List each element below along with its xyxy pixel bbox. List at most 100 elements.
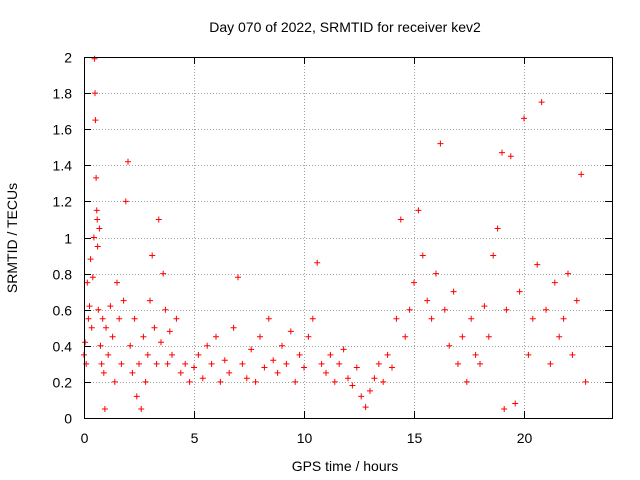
data-point — [208, 360, 215, 367]
y-tick-label: 1.8 — [53, 86, 73, 102]
data-point — [122, 198, 129, 205]
data-point — [90, 234, 97, 241]
data-point — [138, 405, 145, 412]
data-point — [226, 369, 233, 376]
x-tick-label: 0 — [81, 430, 89, 446]
data-point — [367, 387, 373, 394]
data-point — [131, 315, 138, 322]
y-tick-label: 0 — [64, 411, 72, 427]
data-point — [419, 252, 426, 259]
data-point — [349, 382, 356, 389]
data-point — [468, 315, 475, 322]
data-point — [99, 315, 106, 322]
data-point — [551, 279, 558, 286]
data-point — [114, 279, 120, 286]
data-points — [81, 55, 589, 412]
data-point — [133, 393, 140, 400]
x-tick-label: 20 — [517, 430, 533, 446]
data-point — [402, 333, 409, 340]
data-point — [543, 306, 549, 313]
data-point — [199, 375, 206, 382]
data-point — [158, 339, 164, 346]
data-point — [499, 149, 505, 156]
data-point — [279, 342, 285, 349]
data-point — [243, 375, 250, 382]
data-point — [582, 378, 589, 385]
data-point — [296, 351, 303, 358]
data-point — [459, 333, 466, 340]
data-point — [534, 261, 541, 268]
data-point — [103, 324, 109, 331]
data-point — [358, 393, 365, 400]
data-point — [397, 216, 404, 223]
data-point — [340, 346, 347, 353]
data-point — [93, 207, 100, 214]
data-point — [345, 375, 351, 382]
data-point — [406, 306, 413, 313]
data-point — [375, 360, 382, 367]
y-tick-label: 0.8 — [53, 267, 73, 283]
data-point — [512, 400, 519, 407]
data-point — [393, 315, 400, 322]
data-point — [529, 315, 536, 322]
data-point — [507, 153, 514, 160]
data-point — [85, 315, 92, 322]
data-point — [155, 216, 162, 223]
data-point — [151, 324, 158, 331]
data-point — [556, 333, 563, 340]
data-point — [144, 351, 151, 358]
data-point — [213, 333, 219, 340]
data-point — [98, 360, 105, 367]
data-point — [477, 360, 483, 367]
data-point — [136, 360, 142, 367]
data-point — [101, 405, 108, 412]
data-point — [455, 360, 461, 367]
data-point — [120, 297, 127, 304]
data-point — [538, 99, 545, 106]
data-point — [305, 333, 312, 340]
data-point — [270, 357, 277, 364]
data-point — [87, 256, 94, 263]
data-point — [428, 315, 435, 322]
data-point — [525, 351, 532, 358]
data-point — [96, 225, 103, 232]
data-point — [92, 117, 99, 124]
y-tick-label: 0.6 — [53, 303, 73, 319]
y-tick-label: 0.2 — [53, 375, 73, 391]
data-point — [336, 360, 343, 367]
data-point — [91, 55, 98, 62]
gridlines — [84, 57, 612, 418]
data-point — [287, 328, 294, 335]
data-point — [411, 279, 417, 286]
data-point — [100, 369, 107, 376]
data-point — [261, 364, 268, 371]
data-point — [105, 351, 112, 358]
x-tick-label: 5 — [191, 430, 199, 446]
data-point — [182, 360, 189, 367]
data-point — [560, 315, 567, 322]
data-point — [371, 375, 378, 382]
data-point — [283, 360, 290, 367]
data-point — [380, 378, 387, 385]
data-point — [111, 378, 118, 385]
data-point — [503, 306, 510, 313]
data-point — [204, 342, 211, 349]
data-point — [221, 357, 228, 364]
data-point — [97, 342, 104, 349]
data-point — [89, 274, 96, 281]
data-point — [195, 351, 202, 358]
y-tick-label: 0.4 — [53, 339, 73, 355]
data-point — [257, 333, 263, 340]
data-point — [153, 360, 160, 367]
data-point — [327, 351, 334, 358]
data-point — [82, 339, 89, 346]
y-tick-label: 1 — [64, 231, 72, 247]
data-point — [252, 378, 259, 385]
data-point — [450, 288, 457, 295]
data-point — [309, 315, 316, 322]
data-point — [463, 378, 470, 385]
y-tick-label: 1.6 — [53, 122, 73, 138]
data-point — [230, 324, 237, 331]
data-point — [191, 364, 197, 371]
